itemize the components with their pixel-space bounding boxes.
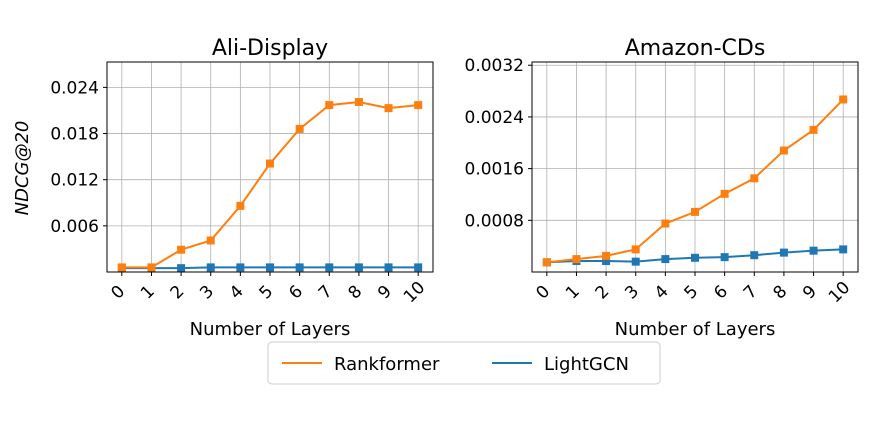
point-rankformer	[117, 263, 126, 272]
y-tick-label: 0.0016	[465, 160, 524, 180]
series-layer	[117, 98, 423, 273]
point-lightgcn	[354, 263, 363, 272]
x-axis-label: Number of Layers	[615, 319, 776, 340]
x-tick-label: 8	[344, 282, 366, 304]
x-tick-label: 8	[769, 282, 791, 304]
point-lightgcn	[266, 263, 274, 272]
point-rankformer	[354, 98, 363, 106]
x-tick-label: 2	[167, 282, 189, 304]
y-tick-label: 0.012	[50, 171, 99, 191]
point-lightgcn	[809, 246, 818, 255]
chart-title: Amazon-CDs	[625, 36, 766, 61]
x-tick-label: 5	[681, 282, 703, 304]
legend-box	[267, 341, 661, 385]
x-tick-label: 3	[196, 282, 218, 304]
point-rankformer	[631, 245, 640, 254]
point-rankformer	[147, 263, 156, 272]
point-rankformer	[206, 236, 215, 245]
x-ticks: 0 1 2 3 4 5 6 7 8 9 10	[532, 272, 854, 307]
point-rankformer	[177, 245, 186, 254]
x-tick-label: 10	[825, 278, 854, 307]
point-rankformer	[661, 219, 670, 228]
point-lightgcn	[839, 245, 848, 254]
x-tick-label: 9	[374, 282, 396, 304]
y-tick-label: 0.0024	[465, 108, 524, 128]
point-rankformer	[691, 207, 699, 216]
x-tick-label: 4	[226, 282, 248, 304]
x-tick-label: 3	[621, 282, 643, 304]
point-lightgcn	[295, 263, 304, 272]
x-tick-label: 4	[651, 282, 673, 304]
y-tick-label: 0.024	[50, 78, 99, 98]
x-tick-label: 5	[256, 282, 278, 304]
y-tick-label: 0.0008	[465, 211, 524, 231]
point-lightgcn	[206, 263, 215, 272]
point-rankformer	[602, 251, 611, 260]
point-rankformer	[839, 95, 848, 104]
x-tick-label: 0	[107, 282, 129, 304]
y-ticks: 0.0008 0.0016 0.0024 0.0032	[465, 56, 532, 231]
x-axis-label: Number of Layers	[190, 319, 351, 340]
point-rankformer	[266, 159, 274, 168]
point-lightgcn	[177, 264, 186, 273]
point-rankformer	[325, 101, 334, 110]
point-lightgcn	[720, 253, 729, 262]
legend-label-rankformer: Rankformer	[334, 354, 440, 375]
point-rankformer	[779, 146, 788, 155]
point-lightgcn	[236, 263, 245, 272]
x-tick-label: 1	[137, 282, 159, 304]
point-lightgcn	[384, 263, 393, 272]
x-tick-label: 7	[740, 282, 762, 304]
x-tick-label: 6	[285, 282, 307, 304]
x-tick-label: 0	[532, 282, 554, 304]
y-tick-label: 0.018	[50, 125, 99, 145]
x-tick-label: 6	[710, 282, 732, 304]
point-lightgcn	[325, 263, 334, 272]
chart-title: Ali-Display	[212, 36, 328, 61]
point-rankformer	[750, 174, 759, 183]
legend: Rankformer LightGCN	[267, 341, 661, 385]
point-lightgcn	[691, 253, 699, 262]
point-rankformer	[414, 101, 423, 110]
y-tick-label: 0.006	[50, 217, 99, 237]
point-lightgcn	[750, 251, 759, 260]
point-rankformer	[295, 124, 304, 133]
x-tick-label: 9	[799, 282, 821, 304]
point-lightgcn	[631, 257, 640, 266]
point-rankformer	[720, 189, 729, 198]
point-lightgcn	[661, 255, 670, 264]
x-ticks: 0 1 2 3 4 5 6 7 8 9 10	[107, 272, 429, 307]
point-lightgcn	[602, 257, 611, 266]
y-ticks: 0.006 0.012 0.018 0.024	[50, 78, 107, 237]
x-tick-label: 10	[400, 278, 429, 307]
series-layer	[542, 95, 848, 267]
point-rankformer	[384, 104, 393, 113]
point-rankformer	[542, 258, 551, 267]
point-rankformer	[809, 125, 818, 134]
y-axis-label: NDCG@20	[12, 121, 33, 216]
point-rankformer	[572, 255, 581, 264]
point-rankformer	[236, 201, 245, 210]
x-tick-label: 7	[315, 282, 337, 304]
legend-label-lightgcn: LightGCN	[544, 354, 629, 375]
grid	[532, 62, 858, 272]
point-lightgcn	[779, 248, 788, 257]
x-tick-label: 1	[562, 282, 584, 304]
y-tick-label: 0.0032	[465, 56, 524, 76]
point-lightgcn	[414, 263, 423, 272]
x-tick-label: 2	[592, 282, 614, 304]
